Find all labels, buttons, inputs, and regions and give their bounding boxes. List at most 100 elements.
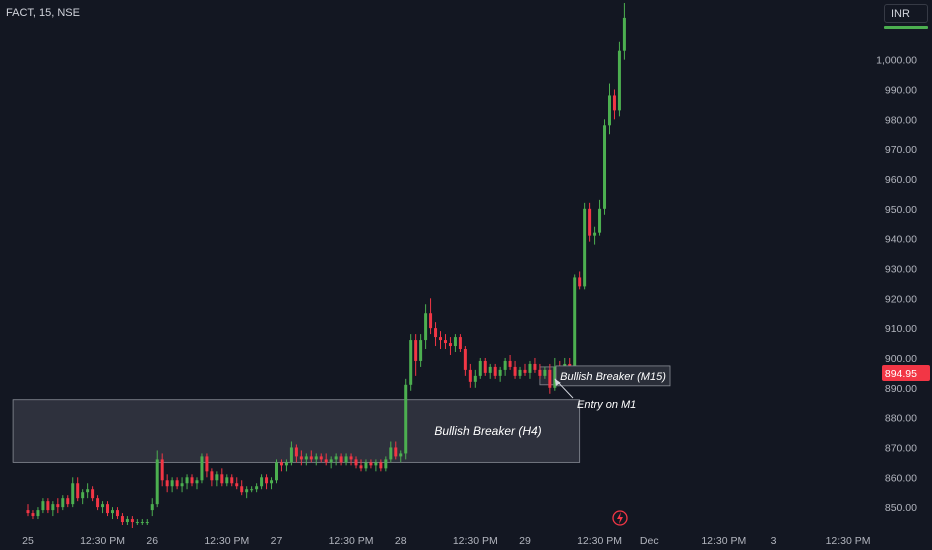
candle-body [115, 510, 119, 517]
candle [284, 459, 288, 472]
candle-body [513, 366, 517, 376]
candle-body [101, 504, 105, 508]
candle [86, 483, 90, 499]
candle [538, 363, 542, 379]
candle [91, 486, 95, 502]
time-tick-label: 12:30 PM [329, 535, 374, 547]
candle-body [110, 510, 114, 514]
currency-button[interactable]: INR [884, 4, 928, 23]
candle [275, 459, 278, 484]
annotation-labels: Bullish Breaker (H4) Bullish Breaker (M15… [434, 365, 671, 438]
candle-body [260, 477, 264, 487]
candle-body [170, 480, 174, 487]
candle [349, 453, 353, 466]
price-tick-label: 940.00 [885, 234, 917, 246]
candle [384, 456, 388, 472]
candle-body [46, 501, 50, 511]
h4-breaker-label: Bullish Breaker (H4) [434, 424, 541, 438]
candle-body [284, 462, 288, 466]
candle-body [369, 462, 373, 466]
candle [51, 501, 55, 517]
candle-body [533, 363, 537, 370]
candle-body [359, 465, 363, 469]
candle-body [270, 480, 274, 484]
candle-body [106, 504, 110, 514]
candle-body [463, 349, 467, 370]
candle-body [245, 489, 249, 493]
price-tick-label: 920.00 [885, 293, 917, 305]
candle [170, 477, 174, 493]
candle-body [364, 462, 368, 469]
time-tick-label: 26 [146, 535, 158, 547]
bolt-icon[interactable] [612, 510, 628, 526]
candle [165, 474, 169, 493]
candle [106, 501, 110, 517]
price-tick-label: 950.00 [885, 204, 917, 216]
candle [76, 477, 80, 502]
candle-body [140, 522, 144, 524]
candle-body [488, 366, 492, 373]
price-tick-label: 880.00 [885, 413, 917, 425]
candle-body [289, 447, 293, 463]
candle [81, 489, 85, 505]
m15-label-box [555, 365, 671, 387]
candle-body [622, 17, 626, 51]
price-axis: 850.00 860.00 870.00 880.00 890.00 900.00 910.… [876, 55, 917, 514]
candle-body [56, 504, 60, 508]
candle-body [41, 501, 45, 511]
candle [414, 334, 418, 376]
candle [150, 498, 154, 517]
candle [210, 468, 214, 487]
candle-body [160, 459, 164, 481]
candle-body [265, 477, 269, 484]
candle-body [394, 447, 398, 457]
price-tick-label: 990.00 [885, 84, 917, 96]
candle-body [573, 277, 577, 367]
candle [140, 519, 144, 526]
candle-body [235, 483, 239, 487]
candle [334, 453, 338, 466]
candle [593, 226, 597, 245]
candle-body [294, 447, 298, 457]
candle [31, 510, 35, 520]
time-tick-label: 25 [22, 535, 34, 547]
price-tick-label: 850.00 [885, 502, 917, 514]
time-tick-label: 12:30 PM [701, 535, 746, 547]
candle-body [498, 369, 502, 376]
candle-body [329, 459, 333, 463]
candle-body [453, 337, 457, 347]
candle [404, 378, 408, 460]
candle [588, 202, 592, 242]
candle-body [165, 480, 169, 487]
candle [612, 89, 616, 120]
candle-body [404, 384, 408, 454]
candle-body [578, 277, 582, 287]
candle-body [523, 369, 527, 373]
candle-body [538, 369, 542, 376]
candle [359, 459, 363, 472]
price-tick-label: 930.00 [885, 263, 917, 275]
candle [463, 346, 467, 376]
candle-body [190, 477, 194, 484]
candle-body [130, 519, 134, 523]
time-tick-label: 28 [395, 535, 407, 547]
candle-body [588, 208, 592, 236]
candle-body [598, 208, 602, 233]
candle-body [135, 522, 139, 524]
candle-body [125, 519, 129, 523]
candle-body [36, 510, 40, 517]
candle [508, 354, 512, 370]
candle [130, 516, 134, 528]
time-tick-label: 29 [519, 535, 531, 547]
candle [344, 453, 348, 466]
candle [473, 369, 477, 388]
candle-body [61, 498, 65, 508]
time-axis: 25 12:30 PM 26 12:30 PM 27 12:30 PM 28 12:30 PM… [22, 535, 870, 547]
candle [115, 507, 119, 520]
candle-body [255, 486, 259, 490]
candle-body [275, 462, 278, 481]
candle [225, 474, 229, 487]
candle-body [66, 498, 70, 505]
candle [434, 322, 438, 347]
